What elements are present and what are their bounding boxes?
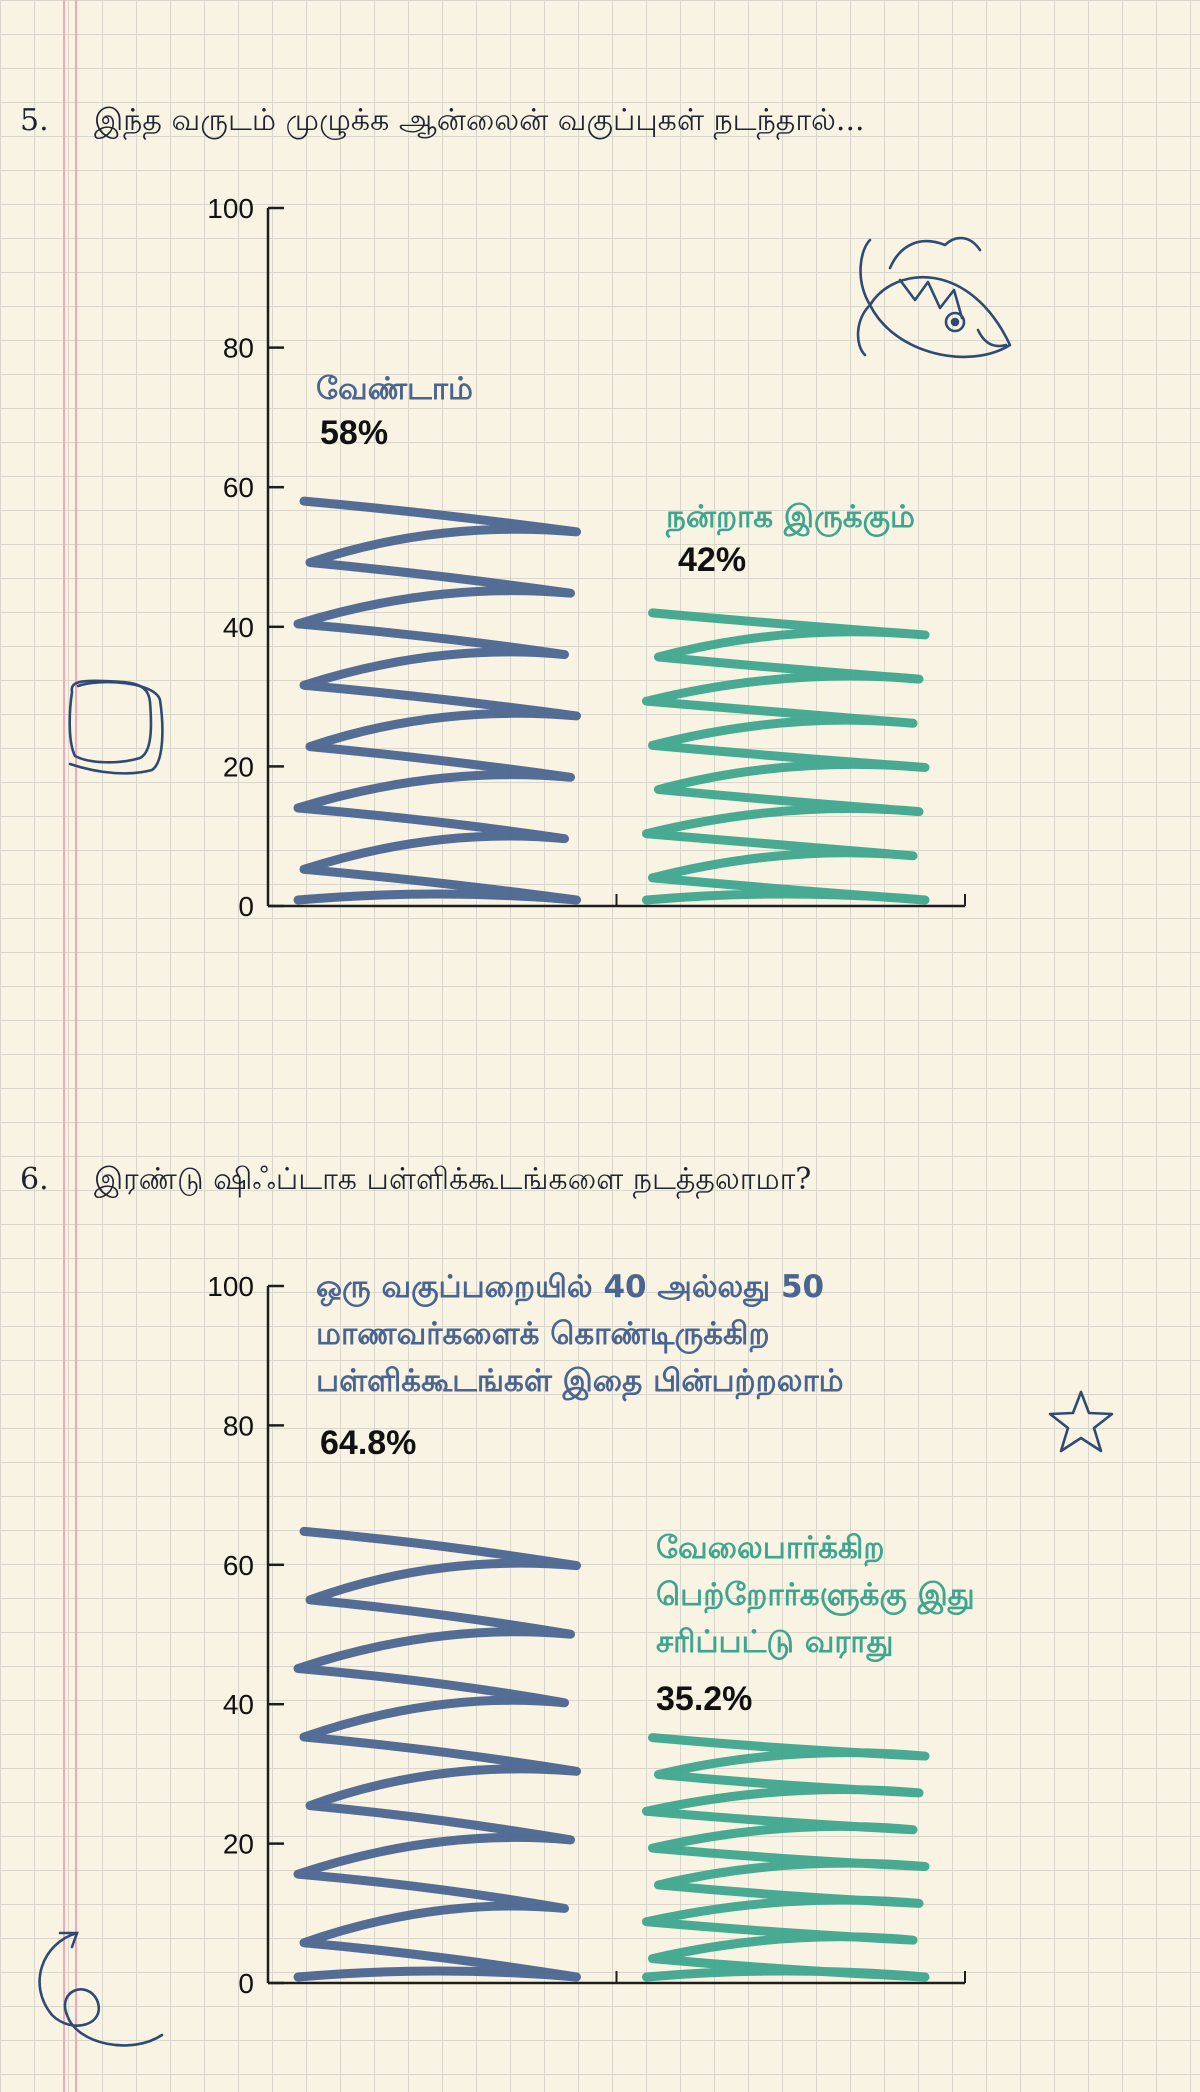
notebook-margin-line bbox=[75, 0, 77, 2092]
y-tick-label: 40 bbox=[223, 612, 254, 643]
y-tick-label: 60 bbox=[223, 472, 254, 503]
y-tick-label: 60 bbox=[223, 1550, 254, 1581]
bar-label-schools-can-follow: ஒரு வகுப்பறையில் 40 அல்லது 50 மாணவர்களைக… bbox=[316, 1269, 844, 1399]
y-tick-label: 80 bbox=[223, 333, 254, 364]
question-text: இந்த வருடம் முழுக்க ஆன்லைன் வகுப்புகள் ந… bbox=[94, 103, 865, 138]
bar-value-label: 64.8% bbox=[320, 1424, 417, 1462]
y-tick-label: 40 bbox=[223, 1689, 254, 1720]
y-tick-label: 80 bbox=[223, 1410, 254, 1441]
bar-value-label: 58% bbox=[320, 414, 389, 452]
fish-doodle-icon bbox=[856, 236, 1012, 359]
bar bbox=[293, 496, 581, 905]
question-number: 5. bbox=[20, 103, 49, 138]
y-tick-label: 0 bbox=[238, 1968, 254, 1999]
y-tick-label: 20 bbox=[223, 751, 254, 782]
star-doodle-icon bbox=[1048, 1390, 1114, 1453]
notebook-margin-line bbox=[63, 0, 65, 2092]
y-tick-label: 100 bbox=[207, 193, 254, 224]
bar-label-good: நன்றாக இருக்கும் bbox=[666, 499, 915, 535]
y-tick-label: 0 bbox=[238, 891, 254, 922]
bar bbox=[293, 1526, 581, 1982]
y-tick-label: 20 bbox=[223, 1829, 254, 1860]
bar bbox=[642, 608, 930, 905]
bar-value-label: 42% bbox=[678, 541, 747, 579]
bar-label-not-suitable-for-parents: வேலைபார்க்கிற பெற்றோர்களுக்கு இது சரிப்ப… bbox=[656, 1530, 975, 1660]
bar bbox=[642, 1733, 930, 1982]
y-tick-label: 100 bbox=[207, 1271, 254, 1302]
bar-value-label: 35.2% bbox=[656, 1680, 753, 1718]
bar-label-no: வேண்டாம் bbox=[316, 371, 473, 407]
question-text: இரண்டு ஷிஃப்டாக பள்ளிக்கூடங்களை நடத்தலாம… bbox=[94, 1162, 812, 1197]
square-doodle-icon bbox=[68, 679, 164, 775]
bar-chart-online-classes: 0 20 40 60 80 100 bbox=[207, 193, 966, 922]
spiral-arrow-doodle-icon bbox=[38, 1931, 164, 2047]
question-number: 6. bbox=[20, 1162, 49, 1197]
